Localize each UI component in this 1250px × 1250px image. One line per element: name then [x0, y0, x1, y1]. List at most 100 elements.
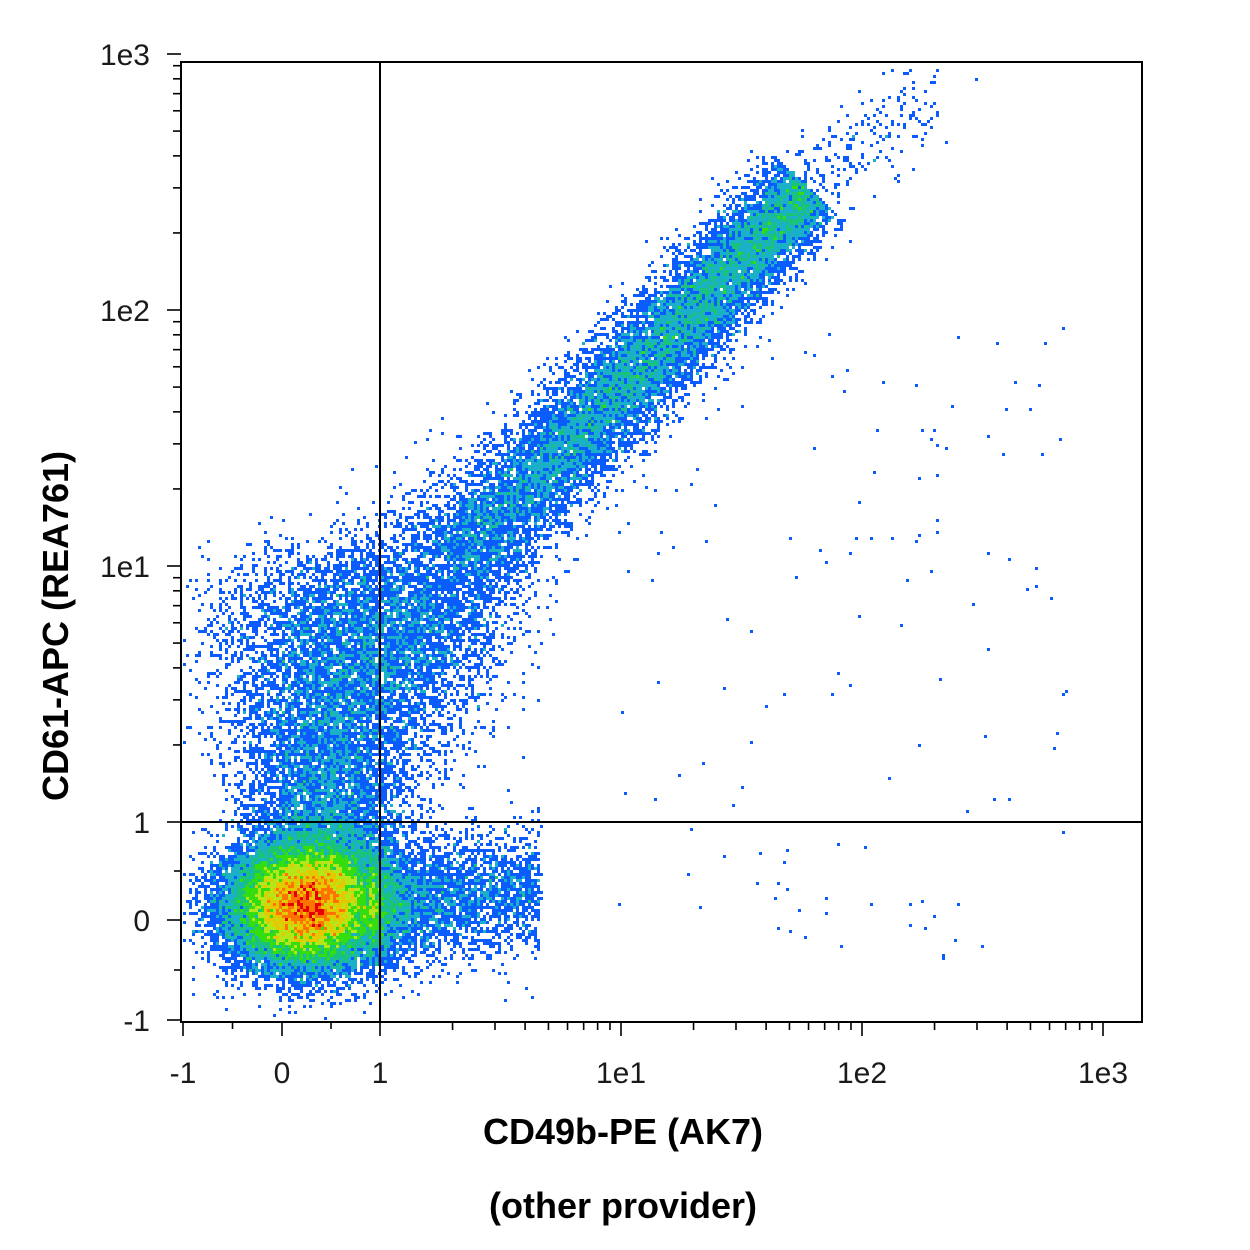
event-dot: [327, 873, 330, 876]
event-dot: [276, 570, 279, 573]
event-dot: [324, 738, 327, 741]
event-dot: [294, 951, 297, 954]
event-dot: [309, 843, 312, 846]
event-dot: [306, 759, 309, 762]
event-dot: [297, 996, 300, 999]
event-dot: [372, 921, 375, 924]
event-dot: [321, 615, 324, 618]
event-dot: [324, 687, 327, 690]
event-dot: [324, 780, 327, 783]
event-dot: [345, 891, 348, 894]
event-dot: [288, 819, 291, 822]
event-dot: [384, 618, 387, 621]
event-dot: [381, 774, 384, 777]
event-dot: [303, 963, 306, 966]
event-dot: [306, 864, 309, 867]
event-dot: [309, 912, 312, 915]
event-dot: [390, 618, 393, 621]
event-dot: [294, 936, 297, 939]
event-dot: [351, 606, 354, 609]
event-dot: [225, 885, 228, 888]
event-dot: [375, 903, 378, 906]
event-dot: [249, 921, 252, 924]
event-dot: [300, 702, 303, 705]
event-dot: [366, 666, 369, 669]
event-dot: [306, 750, 309, 753]
event-dot: [396, 864, 399, 867]
event-dot: [423, 942, 426, 945]
event-dot: [300, 900, 303, 903]
event-dot: [252, 939, 255, 942]
event-dot: [204, 876, 207, 879]
event-dot: [288, 762, 291, 765]
event-dot: [339, 831, 342, 834]
event-dot: [420, 867, 423, 870]
event-dot: [297, 573, 300, 576]
event-dot: [300, 969, 303, 972]
event-dot: [261, 873, 264, 876]
event-dot: [258, 942, 261, 945]
event-dot: [324, 840, 327, 843]
event-dot: [348, 744, 351, 747]
event-dot: [345, 870, 348, 873]
event-dot: [414, 906, 417, 909]
event-dot: [396, 909, 399, 912]
event-dot: [276, 699, 279, 702]
event-dot: [282, 606, 285, 609]
event-dot: [261, 921, 264, 924]
event-dot: [312, 900, 315, 903]
event-dot: [252, 957, 255, 960]
event-dot: [243, 855, 246, 858]
event-dot: [288, 825, 291, 828]
event-dot: [195, 921, 198, 924]
event-dot: [405, 882, 408, 885]
event-dot: [246, 795, 249, 798]
event-dot: [300, 735, 303, 738]
event-dot: [309, 867, 312, 870]
event-dot: [336, 942, 339, 945]
event-dot: [402, 930, 405, 933]
event-dot: [264, 918, 267, 921]
event-dot: [369, 765, 372, 768]
event-dot: [339, 864, 342, 867]
event-dot: [276, 942, 279, 945]
event-dot: [270, 660, 273, 663]
event-dot: [348, 720, 351, 723]
event-dot: [426, 726, 429, 729]
event-dot: [351, 858, 354, 861]
event-dot: [372, 816, 375, 819]
event-dot: [309, 873, 312, 876]
event-dot: [273, 831, 276, 834]
event-dot: [267, 810, 270, 813]
event-dot: [300, 951, 303, 954]
event-dot: [237, 735, 240, 738]
event-dot: [330, 879, 333, 882]
event-dot: [279, 987, 282, 990]
event-dot: [228, 849, 231, 852]
event-dot: [261, 846, 264, 849]
event-dot: [306, 669, 309, 672]
event-dot: [261, 957, 264, 960]
event-dot: [246, 867, 249, 870]
event-dot: [276, 861, 279, 864]
event-dot: [357, 909, 360, 912]
event-dot: [243, 897, 246, 900]
event-dot: [282, 909, 285, 912]
event-dot: [231, 927, 234, 930]
event-dot: [231, 891, 234, 894]
event-dot: [330, 822, 333, 825]
event-dot: [342, 900, 345, 903]
event-dot: [309, 840, 312, 843]
event-dot: [294, 855, 297, 858]
event-dot: [273, 843, 276, 846]
event-dot: [303, 882, 306, 885]
event-dot: [330, 930, 333, 933]
event-dot: [363, 828, 366, 831]
event-dot: [297, 852, 300, 855]
event-dot: [348, 843, 351, 846]
event-dot: [366, 852, 369, 855]
event-dot: [309, 765, 312, 768]
event-dot: [381, 915, 384, 918]
event-dot: [384, 855, 387, 858]
event-dot: [372, 858, 375, 861]
